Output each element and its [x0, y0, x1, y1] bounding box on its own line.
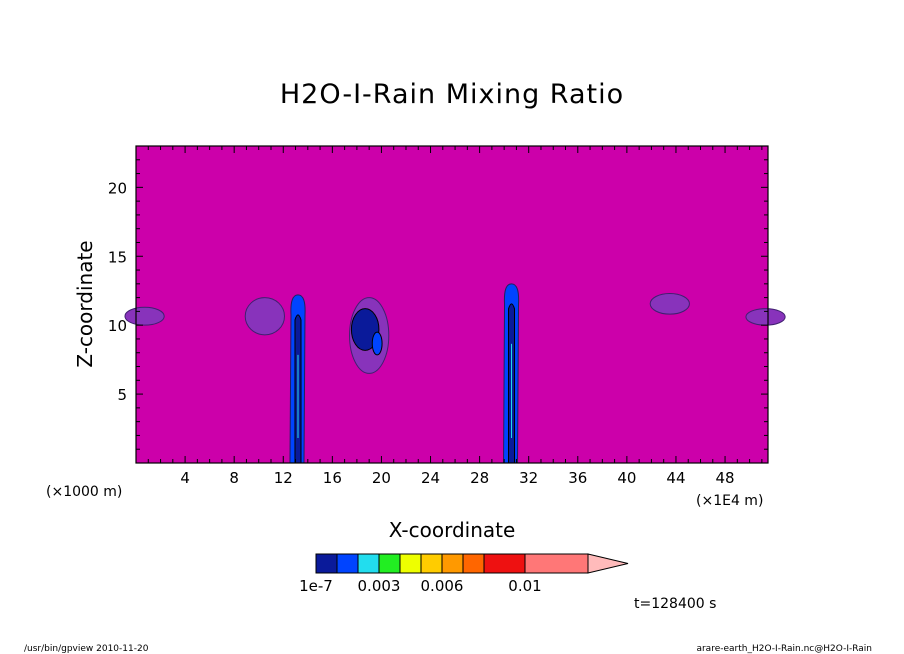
- x-tick-label: 16: [323, 469, 342, 487]
- x-tick-label: 44: [666, 469, 685, 487]
- x-axis-ticks: 4 8 12 16 20 24 28 32 36 40 44 48: [147, 146, 763, 487]
- x-tick-label: 4: [180, 469, 190, 487]
- x-tick-label: 12: [274, 469, 293, 487]
- x-tick-label: 36: [568, 469, 587, 487]
- rain-patch-outer: [244, 297, 285, 336]
- time-label: t=128400 s: [634, 596, 716, 612]
- x-tick-label: 28: [470, 469, 489, 487]
- chart-title: H2O-I-Rain Mixing Ratio: [280, 79, 624, 110]
- colorbar-segment: [420, 553, 443, 574]
- colorbar-segment: [315, 553, 338, 574]
- colorbar-label: 0.006: [421, 577, 464, 595]
- rain-patch-outer: [649, 292, 690, 315]
- colorbar-segment: [399, 553, 422, 574]
- colorbar-segment: [524, 553, 589, 574]
- x-unit-right: (×1E4 m): [696, 493, 763, 509]
- colorbar-segment: [357, 553, 380, 574]
- footer-right: arare-earth_H2O-I-Rain.nc@H2O-I-Rain: [696, 644, 872, 654]
- colorbar-label: 0.01: [508, 577, 541, 595]
- y-tick-label: 10: [108, 317, 127, 335]
- y-axis-label: Z-coordinate: [73, 240, 97, 367]
- x-tick-label: 8: [229, 469, 239, 487]
- colorbar-segment: [483, 553, 526, 574]
- plot-frame: [135, 145, 769, 464]
- plot-area: [124, 145, 786, 464]
- x-tick-label: 20: [372, 469, 391, 487]
- x-axis-label: X-coordinate: [389, 518, 516, 542]
- colorbar-label: 1e-7: [299, 577, 333, 595]
- x-unit-left: (×1000 m): [46, 484, 122, 500]
- colorbar-label: 0.003: [358, 577, 401, 595]
- colorbar-segment: [441, 553, 464, 574]
- colorbar-arrow: [587, 553, 629, 574]
- colorbar-segment: [462, 553, 485, 574]
- x-tick-label: 40: [617, 469, 636, 487]
- footer-left: /usr/bin/gpview 2010-11-20: [24, 644, 149, 654]
- x-tick-label: 48: [716, 469, 735, 487]
- y-tick-label: 20: [108, 179, 127, 197]
- colorbar-segment: [378, 553, 401, 574]
- rain-patch-outer: [124, 306, 165, 326]
- rain-patch-inner: [371, 331, 383, 356]
- x-tick-label: 32: [519, 469, 538, 487]
- y-tick-label: 5: [117, 386, 127, 404]
- colorbar: 1e-7 0.003 0.006 0.01: [299, 553, 629, 595]
- y-tick-label: 15: [108, 248, 127, 266]
- y-axis-ticks: 5 10 15 20: [108, 159, 768, 450]
- x-tick-label: 24: [421, 469, 440, 487]
- colorbar-segment: [336, 553, 359, 574]
